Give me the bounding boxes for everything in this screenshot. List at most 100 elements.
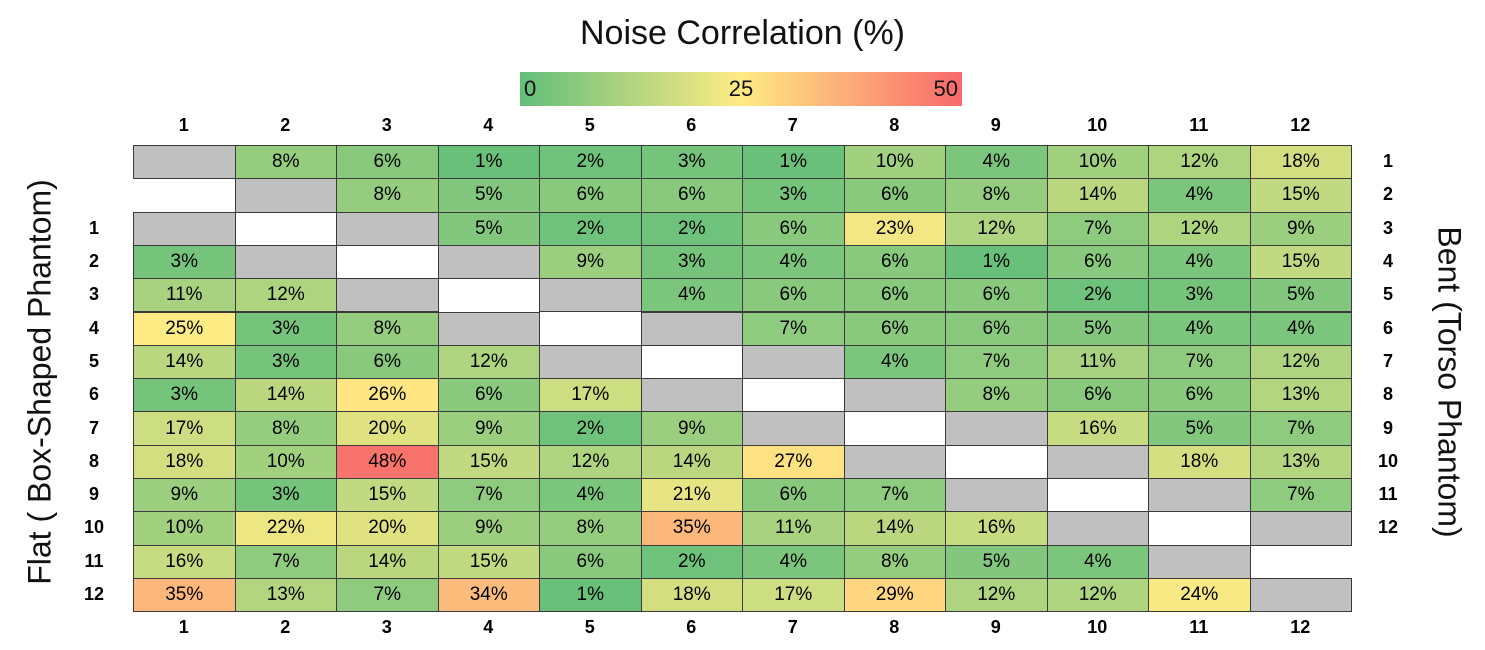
flat-cell: 6% xyxy=(742,478,845,513)
bent-cell: 1% xyxy=(742,145,845,180)
flat-cell: 4% xyxy=(539,478,642,513)
bent-phantom-axis-label: Bent (Torso Phantom) xyxy=(1431,226,1468,538)
bent-cell: 8% xyxy=(336,178,439,213)
bent-cell: 8% xyxy=(234,145,337,180)
flat-cell: 6% xyxy=(437,378,540,413)
flat-cell: 1% xyxy=(539,577,642,613)
chart-title: Noise Correlation (%) xyxy=(580,14,905,52)
gap-cell xyxy=(337,245,438,279)
flat-cell: 22% xyxy=(234,511,337,546)
flat-cell: 3% xyxy=(133,244,236,280)
bent-row-label: 11 xyxy=(1378,484,1398,505)
bent-cell: 12% xyxy=(1148,211,1251,246)
bent-diagonal-cell xyxy=(945,411,1048,446)
flat-cell: 14% xyxy=(640,444,743,479)
flat-cell: 13% xyxy=(234,577,337,613)
bent-diagonal-cell xyxy=(1249,511,1352,546)
gap-cell xyxy=(1149,512,1250,545)
column-label-top: 3 xyxy=(381,114,392,135)
bent-cell: 6% xyxy=(1046,244,1149,280)
flat-cell: 9% xyxy=(640,411,743,446)
flat-cell: 15% xyxy=(437,444,540,479)
flat-cell: 7% xyxy=(843,478,946,513)
flat-cell: 3% xyxy=(234,311,337,346)
flat-cell: 27% xyxy=(742,444,845,479)
gap-cell xyxy=(1250,545,1351,578)
bent-cell: 15% xyxy=(1249,244,1352,280)
flat-cell: 12% xyxy=(234,278,337,313)
flat-cell: 11% xyxy=(133,278,236,313)
flat-cell: 24% xyxy=(1148,577,1251,613)
bent-cell: 18% xyxy=(1148,444,1251,479)
bent-row-label: 3 xyxy=(1382,217,1393,238)
bent-cell: 6% xyxy=(640,178,743,213)
flat-cell: 20% xyxy=(336,511,439,546)
gap-cell xyxy=(844,412,945,445)
bent-cell: 12% xyxy=(1249,344,1352,380)
flat-diagonal-cell xyxy=(843,444,946,479)
colorbar-tick-mid: 25 xyxy=(728,76,754,101)
flat-diagonal-cell xyxy=(437,311,540,346)
flat-row-label: 5 xyxy=(88,350,99,371)
column-label-top: 9 xyxy=(990,114,1001,135)
flat-cell: 15% xyxy=(336,478,439,513)
bent-cell: 7% xyxy=(1046,211,1149,246)
bent-row-label: 1 xyxy=(1382,151,1393,172)
bent-cell: 6% xyxy=(843,311,946,346)
flat-cell: 16% xyxy=(133,544,236,579)
bent-diagonal-cell xyxy=(437,244,540,280)
column-label-top: 4 xyxy=(483,114,494,135)
bent-cell: 23% xyxy=(843,211,946,246)
bent-cell: 8% xyxy=(945,178,1048,213)
flat-row-label: 10 xyxy=(83,517,105,538)
bent-row-label: 12 xyxy=(1377,517,1399,538)
flat-row-label: 1 xyxy=(88,217,99,238)
bent-cell: 9% xyxy=(539,244,642,280)
flat-cell: 5% xyxy=(945,544,1048,579)
flat-cell: 8% xyxy=(336,311,439,346)
flat-cell: 14% xyxy=(336,544,439,579)
flat-diagonal-cell xyxy=(336,278,439,313)
column-label-bottom: 9 xyxy=(990,616,1001,637)
bent-row-label: 7 xyxy=(1382,350,1393,371)
bent-cell: 10% xyxy=(1046,145,1149,180)
flat-row-label: 4 xyxy=(88,317,99,338)
flat-cell: 17% xyxy=(539,378,642,413)
bent-cell: 8% xyxy=(945,378,1048,413)
colorbar-tick-max: 50 xyxy=(933,76,958,101)
bent-row-label: 6 xyxy=(1382,317,1393,338)
flat-cell: 11% xyxy=(742,511,845,546)
flat-cell: 48% xyxy=(336,444,439,479)
flat-cell: 6% xyxy=(336,344,439,380)
bent-cell: 4% xyxy=(1249,311,1352,346)
flat-cell: 20% xyxy=(336,411,439,446)
flat-cell: 17% xyxy=(742,577,845,613)
column-label-bottom: 10 xyxy=(1087,616,1108,637)
flat-cell: 17% xyxy=(133,411,236,446)
bent-diagonal-cell xyxy=(1046,444,1149,479)
flat-cell: 25% xyxy=(133,311,236,346)
flat-cell: 8% xyxy=(539,511,642,546)
flat-cell: 8% xyxy=(234,411,337,446)
bent-cell: 1% xyxy=(945,244,1048,280)
bent-cell: 4% xyxy=(742,244,845,280)
bent-cell: 6% xyxy=(742,211,845,246)
gap-cell xyxy=(540,312,641,345)
bent-cell: 3% xyxy=(742,178,845,213)
flat-diagonal-cell xyxy=(742,411,845,446)
bent-row-label: 10 xyxy=(1377,450,1399,471)
colorbar-tick-min: 0 xyxy=(524,76,537,101)
bent-cell: 5% xyxy=(1148,411,1251,446)
bent-cell: 4% xyxy=(1148,178,1251,213)
bent-diagonal-cell xyxy=(1148,478,1251,513)
column-label-top: 8 xyxy=(889,114,900,135)
column-label-top: 6 xyxy=(686,114,697,135)
bent-cell: 4% xyxy=(843,344,946,380)
flat-cell: 3% xyxy=(133,378,236,413)
flat-cell: 26% xyxy=(336,378,439,413)
flat-cell: 7% xyxy=(234,544,337,579)
bent-cell: 3% xyxy=(640,244,743,280)
bent-cell: 4% xyxy=(640,278,743,313)
flat-diagonal-cell xyxy=(640,378,743,413)
bent-cell: 6% xyxy=(843,178,946,213)
